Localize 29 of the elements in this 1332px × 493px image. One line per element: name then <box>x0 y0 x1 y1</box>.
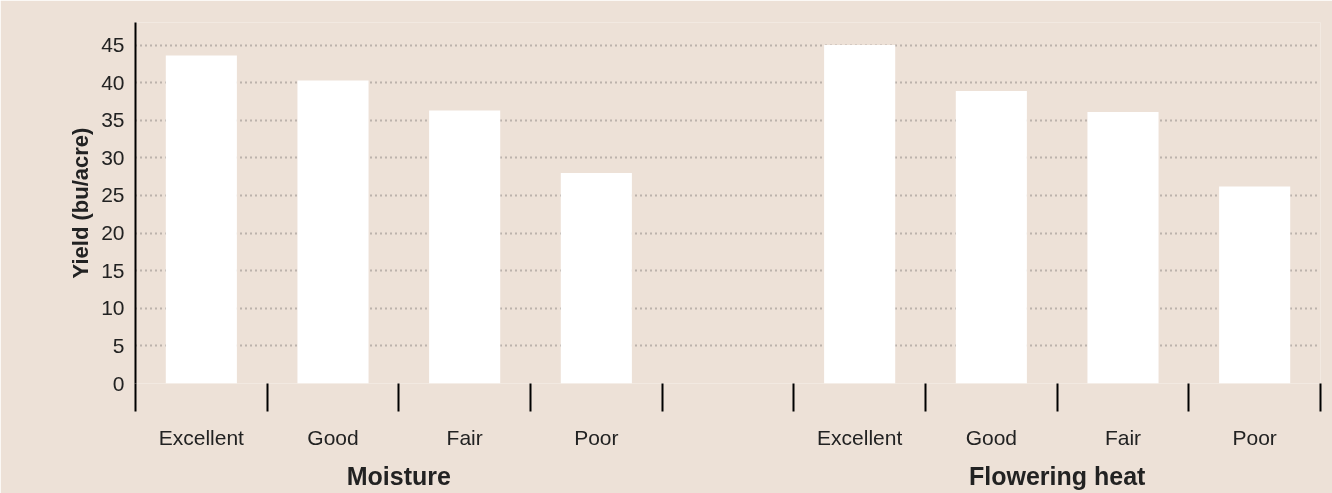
bar <box>824 45 896 384</box>
bar <box>560 172 632 384</box>
bar <box>165 55 237 384</box>
x-tick-label: Poor <box>574 425 619 449</box>
text: Flowering heat <box>968 461 1147 490</box>
y-tick-label: 20 <box>101 221 125 245</box>
y-tick-label: 45 <box>101 33 125 57</box>
y-tick-label: 5 <box>112 333 125 357</box>
x-tick-label: Fair <box>446 425 483 449</box>
y-tick-label: 35 <box>101 108 125 132</box>
text: Moisture <box>346 461 452 490</box>
x-tick-label: Excellent <box>158 425 245 449</box>
bar <box>955 90 1027 384</box>
bar <box>1219 186 1291 384</box>
y-tick-label: 15 <box>101 258 125 282</box>
y-axis-title: Yield (bu/acre) <box>68 127 94 279</box>
bar <box>429 110 501 384</box>
y-tick-label: 30 <box>101 145 125 169</box>
y-tick-label: 25 <box>101 183 125 207</box>
x-tick-label: Good <box>965 425 1018 449</box>
x-tick-label: Excellent <box>817 425 903 449</box>
y-tick-label: 0 <box>112 371 125 395</box>
y-tick-label: 40 <box>101 70 125 94</box>
bar <box>1087 112 1159 384</box>
bar <box>297 80 369 384</box>
y-tick-label: 10 <box>101 296 125 320</box>
x-tick-label: Good <box>307 425 359 449</box>
x-tick-label: Poor <box>1232 425 1277 449</box>
x-tick-label: Fair <box>1104 425 1142 449</box>
